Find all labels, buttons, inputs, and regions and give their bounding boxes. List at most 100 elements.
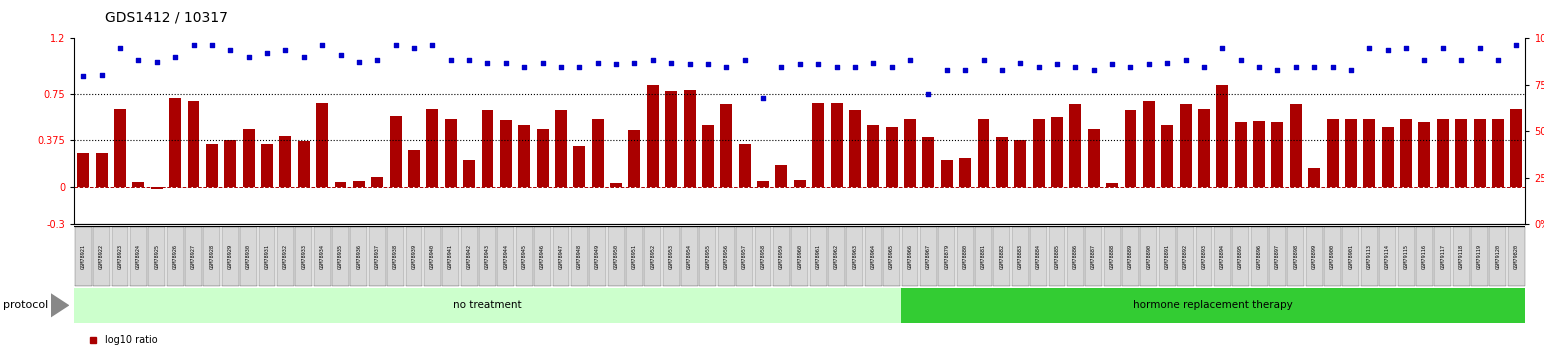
Point (1448, 58, 1473, 63)
FancyBboxPatch shape (846, 227, 863, 286)
FancyBboxPatch shape (920, 227, 937, 286)
Text: GSM78896: GSM78896 (1257, 244, 1261, 269)
FancyBboxPatch shape (276, 227, 293, 286)
Point (622, 60, 647, 66)
Bar (1510, 109, 1522, 187)
Point (401, 45, 426, 51)
FancyBboxPatch shape (1434, 227, 1451, 286)
Text: GSM78964: GSM78964 (871, 244, 875, 269)
FancyBboxPatch shape (883, 227, 900, 286)
FancyBboxPatch shape (1490, 227, 1507, 286)
Bar (1070, 104, 1081, 187)
FancyBboxPatch shape (553, 227, 570, 286)
Bar (261, 144, 273, 187)
Text: GSM78965: GSM78965 (889, 244, 894, 269)
FancyBboxPatch shape (497, 227, 514, 286)
FancyBboxPatch shape (1085, 227, 1102, 286)
Text: GSM78888: GSM78888 (1110, 244, 1115, 269)
Text: GSM78958: GSM78958 (761, 244, 766, 269)
Text: GSM78899: GSM78899 (1312, 244, 1317, 269)
FancyBboxPatch shape (1104, 227, 1121, 286)
Point (934, 68, 959, 73)
Text: GSM78926: GSM78926 (173, 244, 178, 269)
Bar (775, 165, 787, 187)
Point (1192, 64, 1217, 69)
Bar (170, 98, 181, 187)
Text: GSM78925: GSM78925 (154, 244, 159, 269)
FancyBboxPatch shape (204, 227, 221, 286)
Text: GSM78889: GSM78889 (1129, 244, 1133, 269)
Point (1357, 45, 1382, 51)
Point (236, 54, 261, 59)
Point (1485, 58, 1510, 63)
Text: GSM78930: GSM78930 (245, 244, 252, 269)
Text: GSM78879: GSM78879 (945, 244, 950, 269)
Bar (1419, 122, 1430, 187)
Point (255, 50, 279, 56)
Bar (114, 109, 127, 187)
Text: GSM78939: GSM78939 (412, 244, 417, 269)
Point (1136, 61, 1161, 67)
Bar (977, 119, 990, 187)
Point (383, 43, 408, 48)
FancyBboxPatch shape (902, 227, 919, 286)
Text: GSM78944: GSM78944 (503, 244, 508, 269)
Bar (500, 120, 511, 187)
Bar (205, 144, 218, 187)
FancyBboxPatch shape (1195, 227, 1212, 286)
Bar (1454, 119, 1467, 187)
Point (1504, 43, 1529, 48)
FancyBboxPatch shape (1122, 227, 1139, 286)
Bar (1363, 119, 1376, 187)
FancyBboxPatch shape (1471, 227, 1488, 286)
Text: GSM78959: GSM78959 (778, 244, 784, 269)
Bar (849, 110, 862, 187)
Text: GSM78962: GSM78962 (834, 244, 838, 269)
Point (806, 61, 831, 67)
FancyBboxPatch shape (1379, 227, 1396, 286)
Point (329, 52, 354, 58)
Text: GSM79115: GSM79115 (1403, 244, 1408, 269)
Bar (1198, 109, 1210, 187)
Text: protocol: protocol (3, 300, 48, 310)
Bar (482, 110, 494, 187)
Point (971, 58, 996, 63)
Point (732, 58, 757, 63)
Point (292, 54, 317, 59)
Bar (408, 150, 420, 187)
Point (1099, 61, 1124, 67)
FancyBboxPatch shape (1288, 227, 1305, 286)
Bar (463, 160, 476, 187)
FancyBboxPatch shape (865, 227, 882, 286)
Bar (1437, 119, 1448, 187)
FancyBboxPatch shape (699, 227, 716, 286)
Bar (1400, 119, 1413, 187)
Text: GSM78928: GSM78928 (210, 244, 215, 269)
Text: GSM78929: GSM78929 (229, 244, 233, 269)
Point (990, 68, 1014, 73)
Bar (445, 119, 457, 187)
Text: GSM79118: GSM79118 (1459, 244, 1464, 269)
Point (1413, 58, 1437, 63)
Point (678, 61, 703, 67)
Point (824, 64, 849, 69)
Bar (1051, 117, 1062, 187)
Text: GSM79120: GSM79120 (1496, 244, 1501, 269)
FancyBboxPatch shape (516, 227, 533, 286)
Point (181, 43, 205, 48)
Text: GSM78895: GSM78895 (1238, 244, 1243, 269)
FancyBboxPatch shape (369, 227, 386, 286)
Text: GDS1412 / 10317: GDS1412 / 10317 (105, 10, 229, 24)
Text: GSM78933: GSM78933 (301, 244, 306, 269)
Bar (389, 116, 401, 187)
Point (604, 61, 628, 67)
Point (310, 43, 335, 48)
Bar (187, 101, 199, 187)
Text: GSM78931: GSM78931 (264, 244, 270, 269)
Point (457, 58, 482, 63)
Text: GSM79119: GSM79119 (1478, 244, 1482, 269)
Text: GSM78941: GSM78941 (448, 244, 454, 269)
Text: GSM78937: GSM78937 (375, 244, 380, 269)
FancyBboxPatch shape (681, 227, 698, 286)
FancyBboxPatch shape (1141, 227, 1158, 286)
